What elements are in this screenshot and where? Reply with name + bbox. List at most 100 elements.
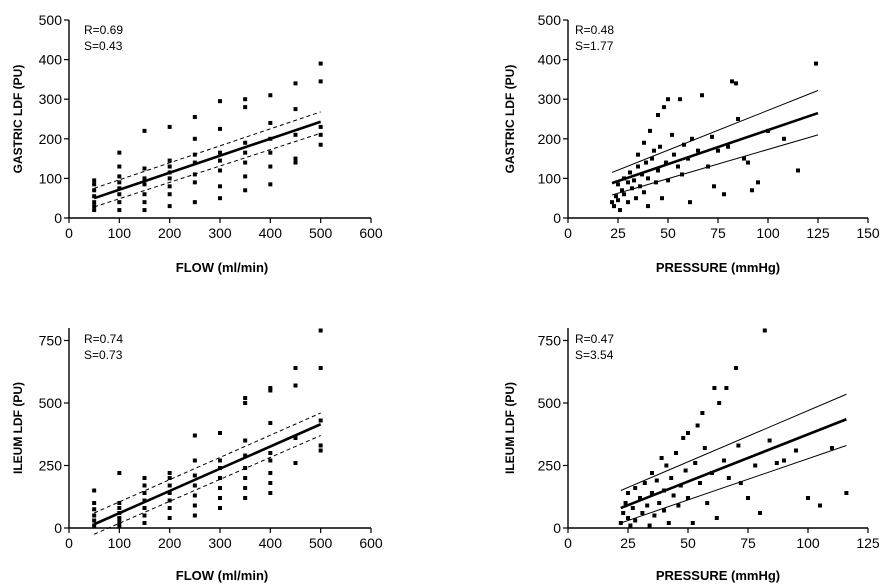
x-tick-label: 100 <box>108 225 132 241</box>
data-point <box>670 132 674 137</box>
x-axis-label: FLOW (ml/min) <box>176 260 268 275</box>
data-point <box>192 458 197 463</box>
data-point <box>818 503 822 508</box>
data-point <box>243 174 248 179</box>
data-point <box>742 156 746 161</box>
y-tick-label: 250 <box>538 458 562 474</box>
x-axis-label: FLOW (ml/min) <box>176 568 268 583</box>
data-point <box>618 208 622 213</box>
data-point <box>647 523 652 528</box>
data-point <box>626 180 630 185</box>
data-point <box>117 523 122 528</box>
data-point <box>645 503 650 508</box>
data-point <box>142 513 147 518</box>
data-point <box>92 204 97 209</box>
x-tick-label: 0 <box>65 225 73 241</box>
data-point <box>218 158 222 163</box>
data-point <box>192 152 197 157</box>
data-point <box>318 448 323 453</box>
data-point <box>796 168 800 173</box>
y-axis-label: ILEUM LDF (PU) <box>11 382 25 474</box>
data-point <box>117 200 122 205</box>
data-point <box>717 401 722 405</box>
panel-gastric-flow: R=0.69 S=0.43 FLOW (ml/min) GASTRIC LDF … <box>11 12 383 275</box>
y-tick-label: 100 <box>39 170 63 186</box>
annotation-r: R=0.74 <box>84 332 123 346</box>
data-point <box>782 136 786 141</box>
data-point <box>218 150 222 155</box>
panel-ileum-pressure: R=0.47 S=3.54 PRESSURE (mmHg) ILEUM LDF … <box>503 328 880 583</box>
data-point <box>192 160 197 165</box>
data-point <box>167 471 172 475</box>
data-point <box>142 483 147 488</box>
data-point <box>218 496 222 500</box>
data-point <box>192 503 197 508</box>
data-point <box>753 463 758 468</box>
x-tick-label: 100 <box>108 535 132 551</box>
data-point <box>167 158 172 163</box>
data-point <box>652 148 656 153</box>
data-point <box>616 198 620 203</box>
data-point <box>218 99 222 104</box>
data-point <box>92 188 97 193</box>
data-point <box>92 488 97 493</box>
y-tick-label: 100 <box>538 170 562 186</box>
regression-line <box>611 111 819 185</box>
data-point <box>683 468 688 473</box>
data-point <box>794 448 798 453</box>
x-tick-label: 600 <box>359 225 383 241</box>
data-point <box>622 192 626 197</box>
data-point <box>714 516 719 520</box>
data-point <box>712 386 717 390</box>
data-point <box>700 93 704 98</box>
data-point <box>318 79 323 84</box>
data-point <box>268 386 273 390</box>
data-point <box>646 204 650 209</box>
data-point <box>640 172 644 177</box>
x-tick-label: 400 <box>259 225 283 241</box>
regression-line <box>620 418 847 510</box>
data-point <box>633 518 638 523</box>
data-point <box>767 438 772 443</box>
data-point <box>628 170 632 175</box>
data-point <box>654 478 659 483</box>
ci-upper-line <box>94 111 321 189</box>
data-point <box>660 196 664 201</box>
data-point <box>268 136 273 141</box>
data-point <box>676 503 681 508</box>
data-point <box>218 168 222 173</box>
y-tick-label: 0 <box>54 210 62 226</box>
data-point <box>268 451 273 455</box>
data-point <box>218 486 222 490</box>
data-point <box>712 184 716 189</box>
data-point <box>92 523 97 528</box>
data-point <box>167 170 172 175</box>
data-point <box>656 168 660 173</box>
data-point <box>117 186 122 191</box>
x-tick-label: 25 <box>620 535 636 551</box>
data-point <box>142 192 147 197</box>
ci-upper-line <box>93 412 321 514</box>
y-axis-label: ILEUM LDF (PU) <box>503 382 517 474</box>
annotation-r: R=0.69 <box>84 23 123 37</box>
data-point <box>243 150 248 155</box>
data-point <box>167 184 172 189</box>
data-point <box>726 476 731 480</box>
data-point <box>293 132 298 137</box>
y-tick-label: 400 <box>39 52 63 68</box>
y-tick-label: 500 <box>538 12 562 28</box>
data-point <box>293 107 298 112</box>
x-tick-label: 400 <box>259 535 283 551</box>
data-point <box>806 496 810 500</box>
data-point <box>736 117 740 121</box>
data-point <box>782 458 786 463</box>
annotation-s: S=0.73 <box>84 348 123 362</box>
data-point <box>710 134 714 139</box>
data-point <box>736 443 741 448</box>
data-point <box>117 174 122 179</box>
data-point <box>268 388 273 393</box>
data-point <box>734 81 738 86</box>
data-point <box>293 156 298 161</box>
data-point <box>243 466 248 470</box>
data-point <box>117 471 122 475</box>
